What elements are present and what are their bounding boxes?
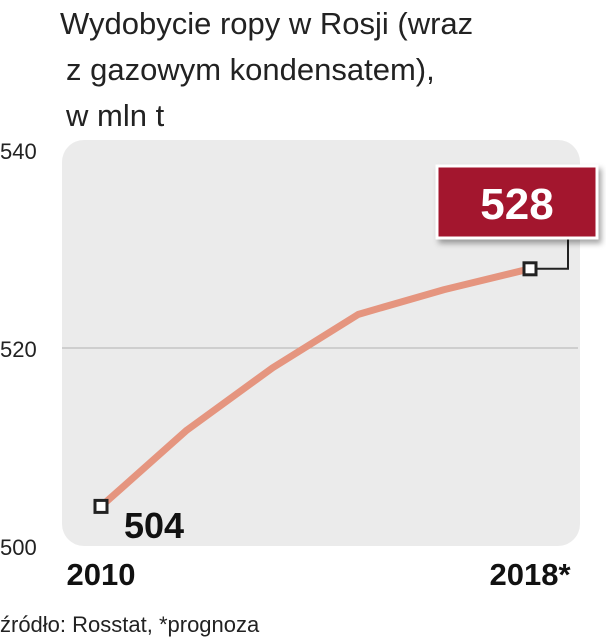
y-tick-label: 520 (0, 337, 37, 362)
chart-title: w mln t (65, 98, 165, 133)
point-marker (93, 498, 109, 514)
y-tick-label: 540 (0, 139, 37, 164)
callout-connector (530, 236, 569, 270)
point-marker (522, 261, 538, 277)
data-line (97, 265, 534, 510)
x-tick-label: 2018* (489, 557, 571, 592)
y-tick-label: 500 (0, 535, 37, 560)
plot-area (62, 140, 580, 546)
value-label: 504 (124, 505, 184, 546)
x-tick-label: 2010 (67, 557, 136, 592)
callout-box (435, 164, 599, 240)
chart-title: Wydobycie ropy w Rosji (wraz (60, 6, 473, 41)
chart-title: z gazowym kondensatem), (66, 52, 435, 87)
value-label: 528 (480, 180, 553, 229)
source-note: źródło: Rosstat, *prognoza (0, 612, 260, 637)
